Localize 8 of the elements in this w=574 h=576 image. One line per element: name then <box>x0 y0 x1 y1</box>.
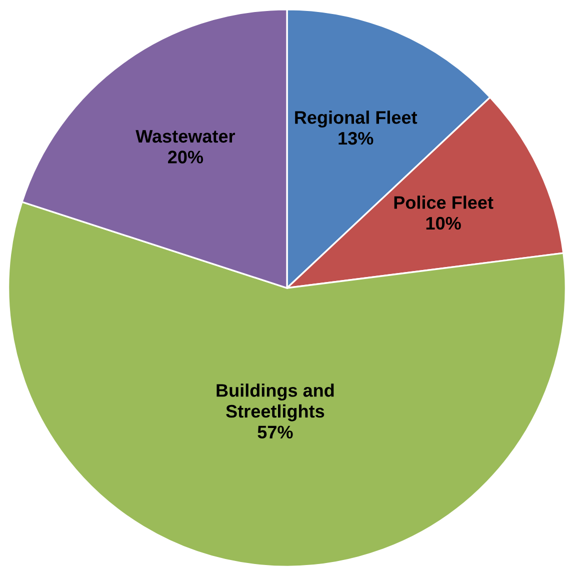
data-label: 57% <box>258 426 293 439</box>
slice-label: Wastewater <box>136 130 236 143</box>
slice-label: Buildings and Streetlights <box>216 384 334 422</box>
data-label: 20% <box>168 150 204 164</box>
slice-label: Regional Fleet <box>295 110 418 128</box>
slice-label: Police Fleet <box>394 196 494 209</box>
data-label: 10% <box>426 216 461 230</box>
data-label: 13% <box>338 132 374 145</box>
